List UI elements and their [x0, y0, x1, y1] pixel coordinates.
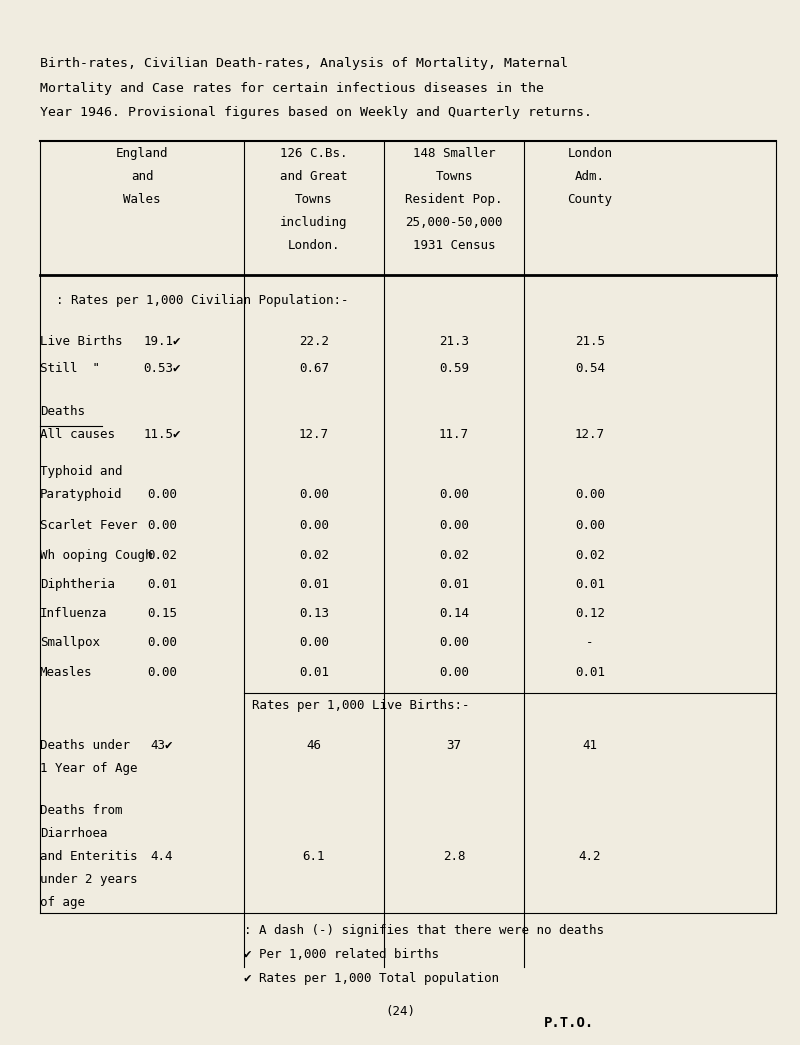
Text: 4.2: 4.2	[578, 850, 602, 862]
Text: 0.00: 0.00	[147, 488, 177, 501]
Text: 12.7: 12.7	[299, 428, 329, 441]
Text: 0.00: 0.00	[439, 488, 469, 501]
Text: Still  ": Still "	[40, 362, 100, 374]
Text: : Rates per 1,000 Civilian Population:-: : Rates per 1,000 Civilian Population:-	[56, 294, 349, 306]
Text: 11.7: 11.7	[439, 428, 469, 441]
Text: 126 C.Bs.: 126 C.Bs.	[280, 147, 348, 160]
Text: 0.01: 0.01	[575, 578, 605, 590]
Text: 0.01: 0.01	[299, 666, 329, 678]
Text: 0.01: 0.01	[147, 578, 177, 590]
Text: 0.01: 0.01	[575, 666, 605, 678]
Text: Birth-rates, Civilian Death-rates, Analysis of Mortality, Maternal: Birth-rates, Civilian Death-rates, Analy…	[40, 57, 568, 70]
Text: 0.00: 0.00	[439, 666, 469, 678]
Text: 22.2: 22.2	[299, 335, 329, 348]
Text: All causes: All causes	[40, 428, 115, 441]
Text: 0.53✔: 0.53✔	[143, 362, 181, 374]
Text: Towns: Towns	[435, 170, 473, 183]
Text: 1931 Census: 1931 Census	[413, 239, 495, 252]
Text: 0.00: 0.00	[299, 636, 329, 649]
Text: 11.5✔: 11.5✔	[143, 428, 181, 441]
Text: England: England	[116, 147, 168, 160]
Text: Resident Pop.: Resident Pop.	[406, 193, 502, 206]
Text: 6.1: 6.1	[302, 850, 326, 862]
Text: 0.00: 0.00	[575, 488, 605, 501]
Text: Deaths from: Deaths from	[40, 804, 122, 816]
Text: 148 Smaller: 148 Smaller	[413, 147, 495, 160]
Text: 0.00: 0.00	[299, 519, 329, 532]
Text: Diarrhoea: Diarrhoea	[40, 827, 107, 839]
Text: 37: 37	[446, 739, 462, 751]
Text: Deaths: Deaths	[40, 405, 85, 418]
Text: London.: London.	[288, 239, 340, 252]
Text: 4.4: 4.4	[150, 850, 174, 862]
Text: Smallpox: Smallpox	[40, 636, 100, 649]
Text: 0.00: 0.00	[299, 488, 329, 501]
Text: including: including	[280, 216, 348, 229]
Text: 12.7: 12.7	[575, 428, 605, 441]
Text: 0.00: 0.00	[147, 666, 177, 678]
Text: 0.02: 0.02	[439, 549, 469, 561]
Text: 0.54: 0.54	[575, 362, 605, 374]
Text: Live Births: Live Births	[40, 335, 122, 348]
Text: 0.14: 0.14	[439, 607, 469, 620]
Text: Wh ooping Cough: Wh ooping Cough	[40, 549, 153, 561]
Text: 0.00: 0.00	[147, 636, 177, 649]
Text: Adm.: Adm.	[575, 170, 605, 183]
Text: 25,000-50,000: 25,000-50,000	[406, 216, 502, 229]
Text: 41: 41	[582, 739, 598, 751]
Text: Mortality and Case rates for certain infectious diseases in the: Mortality and Case rates for certain inf…	[40, 82, 544, 94]
Text: (24): (24)	[385, 1005, 415, 1018]
Text: 0.00: 0.00	[439, 519, 469, 532]
Text: Paratyphoid: Paratyphoid	[40, 488, 122, 501]
Text: 0.00: 0.00	[147, 519, 177, 532]
Text: 2.8: 2.8	[442, 850, 466, 862]
Text: Measles: Measles	[40, 666, 93, 678]
Text: Rates per 1,000 Live Births:-: Rates per 1,000 Live Births:-	[252, 699, 470, 712]
Text: and Great: and Great	[280, 170, 348, 183]
Text: under 2 years: under 2 years	[40, 873, 138, 885]
Text: Deaths under: Deaths under	[40, 739, 130, 751]
Text: 0.15: 0.15	[147, 607, 177, 620]
Text: 21.5: 21.5	[575, 335, 605, 348]
Text: Towns: Towns	[295, 193, 333, 206]
Text: Year 1946. Provisional figures based on Weekly and Quarterly returns.: Year 1946. Provisional figures based on …	[40, 106, 592, 118]
Text: 0.02: 0.02	[147, 549, 177, 561]
Text: 0.00: 0.00	[439, 636, 469, 649]
Text: ✔ Rates per 1,000 Total population: ✔ Rates per 1,000 Total population	[244, 972, 499, 984]
Text: 46: 46	[306, 739, 322, 751]
Text: 0.01: 0.01	[439, 578, 469, 590]
Text: Scarlet Fever: Scarlet Fever	[40, 519, 138, 532]
Text: 0.67: 0.67	[299, 362, 329, 374]
Text: Typhoid and: Typhoid and	[40, 465, 122, 478]
Text: 0.02: 0.02	[575, 549, 605, 561]
Text: and Enteritis: and Enteritis	[40, 850, 138, 862]
Text: P.T.O.: P.T.O.	[544, 1016, 594, 1029]
Text: Wales: Wales	[123, 193, 161, 206]
Text: London: London	[567, 147, 613, 160]
Text: County: County	[567, 193, 613, 206]
Text: 43✔: 43✔	[150, 739, 174, 751]
Text: 21.3: 21.3	[439, 335, 469, 348]
Text: 0.59: 0.59	[439, 362, 469, 374]
Text: 0.12: 0.12	[575, 607, 605, 620]
Text: : A dash (-) signifies that there were no deaths: : A dash (-) signifies that there were n…	[244, 924, 604, 936]
Text: ✔ Per 1,000 related births: ✔ Per 1,000 related births	[244, 948, 439, 960]
Text: 0.02: 0.02	[299, 549, 329, 561]
Text: 19.1✔: 19.1✔	[143, 335, 181, 348]
Text: of age: of age	[40, 896, 85, 908]
Text: and: and	[130, 170, 154, 183]
Text: 0.01: 0.01	[299, 578, 329, 590]
Text: Diphtheria: Diphtheria	[40, 578, 115, 590]
Text: Influenza: Influenza	[40, 607, 107, 620]
Text: 0.13: 0.13	[299, 607, 329, 620]
Text: 1 Year of Age: 1 Year of Age	[40, 762, 138, 774]
Text: -: -	[586, 636, 594, 649]
Text: 0.00: 0.00	[575, 519, 605, 532]
